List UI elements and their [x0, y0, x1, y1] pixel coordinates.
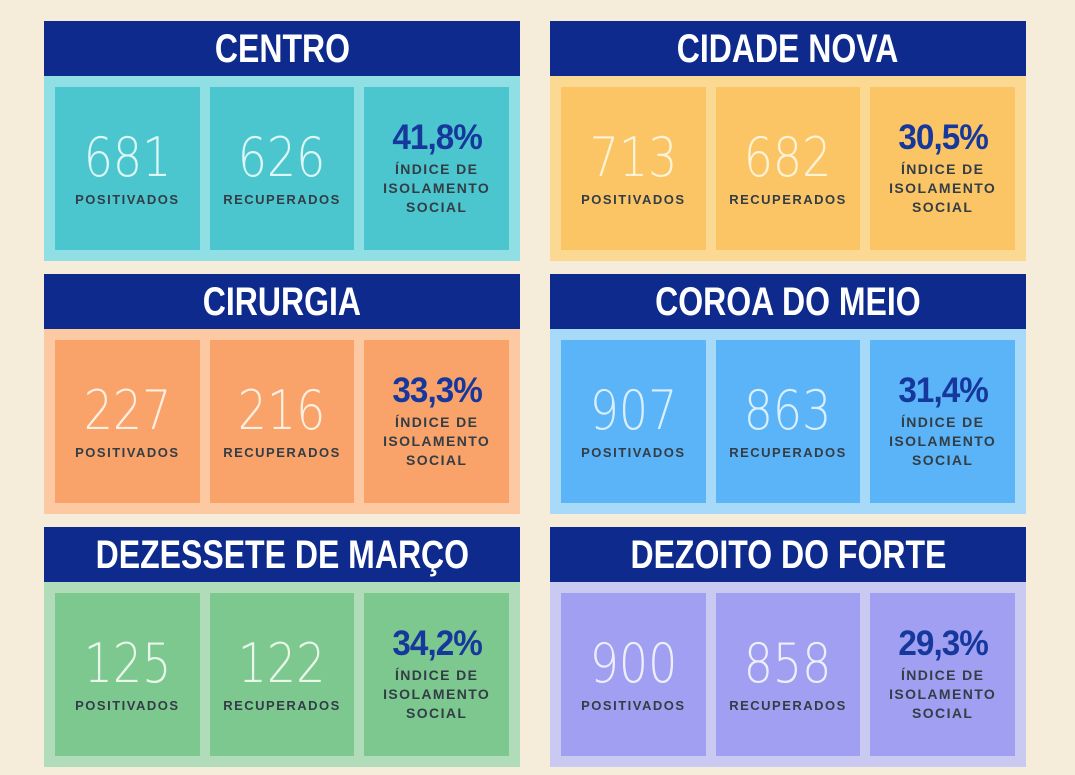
card-centro: CENTRO 681 POSITIVADOS 626 RECUPERADOS 4… [44, 21, 520, 261]
isolamento-label-line: ISOLAMENTO [889, 686, 997, 702]
card-body: 227 POSITIVADOS 216 RECUPERADOS 33,3% ÍN… [44, 329, 520, 514]
card-body: 907 POSITIVADOS 863 RECUPERADOS 31,4% ÍN… [550, 329, 1026, 514]
card-dezessete-de-marco: DEZESSETE DE MARÇO 125 POSITIVADOS 122 R… [44, 527, 520, 767]
isolamento-label-line: SOCIAL [912, 452, 974, 468]
isolamento-label: ÍNDICE DE ISOLAMENTO SOCIAL [889, 160, 996, 217]
isolamento-label-line: ÍNDICE DE [394, 667, 479, 683]
stat-box-recuperados: 863 RECUPERADOS [715, 340, 861, 503]
recuperados-label: RECUPERADOS [729, 444, 847, 460]
card-title: DEZESSETE DE MARÇO [95, 532, 469, 577]
isolamento-label-line: ISOLAMENTO [383, 180, 491, 196]
positivados-value: 681 [83, 125, 172, 189]
positivados-label: POSITIVADOS [75, 191, 180, 207]
positivados-label: POSITIVADOS [581, 191, 686, 207]
isolamento-label-line: ISOLAMENTO [889, 433, 997, 449]
isolamento-label-line: SOCIAL [406, 452, 468, 468]
stat-box-positivados: 227 POSITIVADOS [55, 340, 200, 503]
recuperados-value: 626 [238, 125, 326, 189]
card-header: DEZESSETE DE MARÇO [44, 527, 520, 582]
card-header: CENTRO [44, 21, 520, 76]
stat-box-positivados: 713 POSITIVADOS [561, 87, 706, 250]
card-body: 125 POSITIVADOS 122 RECUPERADOS 34,2% ÍN… [44, 582, 520, 767]
isolamento-label: ÍNDICE DE ISOLAMENTO SOCIAL [383, 666, 490, 723]
card-coroa-do-meio: COROA DO MEIO 907 POSITIVADOS 863 RECUPE… [550, 274, 1026, 514]
isolamento-label-line: ÍNDICE DE [394, 414, 479, 430]
positivados-value: 227 [83, 378, 172, 442]
isolamento-label: ÍNDICE DE ISOLAMENTO SOCIAL [383, 413, 490, 470]
card-title: CIDADE NOVA [677, 26, 899, 71]
recuperados-label: RECUPERADOS [223, 697, 341, 713]
stat-box-recuperados: 858 RECUPERADOS [715, 593, 861, 756]
recuperados-label: RECUPERADOS [223, 444, 341, 460]
stat-box-positivados: 907 POSITIVADOS [561, 340, 706, 503]
card-body: 900 POSITIVADOS 858 RECUPERADOS 29,3% ÍN… [550, 582, 1026, 767]
positivados-label: POSITIVADOS [581, 444, 686, 460]
card-header: COROA DO MEIO [550, 274, 1026, 329]
isolamento-label-line: ISOLAMENTO [383, 433, 491, 449]
recuperados-value: 216 [238, 378, 326, 442]
isolamento-value: 30,5% [897, 118, 988, 157]
isolamento-value: 29,3% [897, 624, 988, 663]
recuperados-label: RECUPERADOS [223, 191, 341, 207]
stat-box-recuperados: 626 RECUPERADOS [209, 87, 355, 250]
isolamento-value: 31,4% [897, 371, 988, 410]
recuperados-label: RECUPERADOS [729, 697, 847, 713]
card-cidade-nova: CIDADE NOVA 713 POSITIVADOS 682 RECUPERA… [550, 21, 1026, 261]
isolamento-label: ÍNDICE DE ISOLAMENTO SOCIAL [889, 413, 996, 470]
recuperados-value: 122 [238, 631, 326, 695]
stat-box-isolamento: 31,4% ÍNDICE DE ISOLAMENTO SOCIAL [870, 340, 1016, 503]
stat-box-recuperados: 216 RECUPERADOS [209, 340, 355, 503]
positivados-value: 907 [589, 378, 678, 442]
card-cirurgia: CIRURGIA 227 POSITIVADOS 216 RECUPERADOS… [44, 274, 520, 514]
isolamento-label-line: ÍNDICE DE [900, 161, 985, 177]
card-title: COROA DO MEIO [655, 279, 921, 324]
stat-box-isolamento: 34,2% ÍNDICE DE ISOLAMENTO SOCIAL [364, 593, 510, 756]
isolamento-label-line: ISOLAMENTO [889, 180, 997, 196]
stat-box-isolamento: 33,3% ÍNDICE DE ISOLAMENTO SOCIAL [364, 340, 510, 503]
isolamento-label-line: SOCIAL [406, 199, 468, 215]
isolamento-label: ÍNDICE DE ISOLAMENTO SOCIAL [383, 160, 490, 217]
isolamento-label-line: ÍNDICE DE [900, 667, 985, 683]
isolamento-label-line: ISOLAMENTO [383, 686, 491, 702]
positivados-label: POSITIVADOS [75, 444, 180, 460]
isolamento-value: 41,8% [391, 118, 482, 157]
positivados-value: 713 [589, 125, 678, 189]
card-header: DEZOITO DO FORTE [550, 527, 1026, 582]
stat-box-positivados: 125 POSITIVADOS [55, 593, 200, 756]
positivados-label: POSITIVADOS [75, 697, 180, 713]
isolamento-label-line: ÍNDICE DE [394, 161, 479, 177]
recuperados-value: 858 [744, 631, 832, 695]
positivados-label: POSITIVADOS [581, 697, 686, 713]
stat-box-positivados: 681 POSITIVADOS [55, 87, 200, 250]
isolamento-value: 34,2% [391, 624, 482, 663]
stat-box-positivados: 900 POSITIVADOS [561, 593, 706, 756]
card-body: 713 POSITIVADOS 682 RECUPERADOS 30,5% ÍN… [550, 76, 1026, 261]
isolamento-label-line: SOCIAL [912, 705, 974, 721]
stat-box-isolamento: 30,5% ÍNDICE DE ISOLAMENTO SOCIAL [870, 87, 1016, 250]
stat-box-isolamento: 29,3% ÍNDICE DE ISOLAMENTO SOCIAL [870, 593, 1016, 756]
card-title: DEZOITO DO FORTE [630, 532, 946, 577]
card-title: CIRURGIA [202, 279, 362, 324]
isolamento-label-line: SOCIAL [912, 199, 974, 215]
card-dezoito-do-forte: DEZOITO DO FORTE 900 POSITIVADOS 858 REC… [550, 527, 1026, 767]
isolamento-label: ÍNDICE DE ISOLAMENTO SOCIAL [889, 666, 996, 723]
positivados-value: 125 [83, 631, 172, 695]
card-title: CENTRO [214, 26, 350, 71]
recuperados-value: 682 [744, 125, 832, 189]
isolamento-label-line: SOCIAL [406, 705, 468, 721]
stat-box-isolamento: 41,8% ÍNDICE DE ISOLAMENTO SOCIAL [364, 87, 510, 250]
stat-box-recuperados: 682 RECUPERADOS [715, 87, 861, 250]
card-body: 681 POSITIVADOS 626 RECUPERADOS 41,8% ÍN… [44, 76, 520, 261]
positivados-value: 900 [589, 631, 678, 695]
isolamento-value: 33,3% [391, 371, 482, 410]
isolamento-label-line: ÍNDICE DE [900, 414, 985, 430]
recuperados-value: 863 [744, 378, 832, 442]
card-header: CIDADE NOVA [550, 21, 1026, 76]
card-header: CIRURGIA [44, 274, 520, 329]
recuperados-label: RECUPERADOS [729, 191, 847, 207]
stat-box-recuperados: 122 RECUPERADOS [209, 593, 355, 756]
